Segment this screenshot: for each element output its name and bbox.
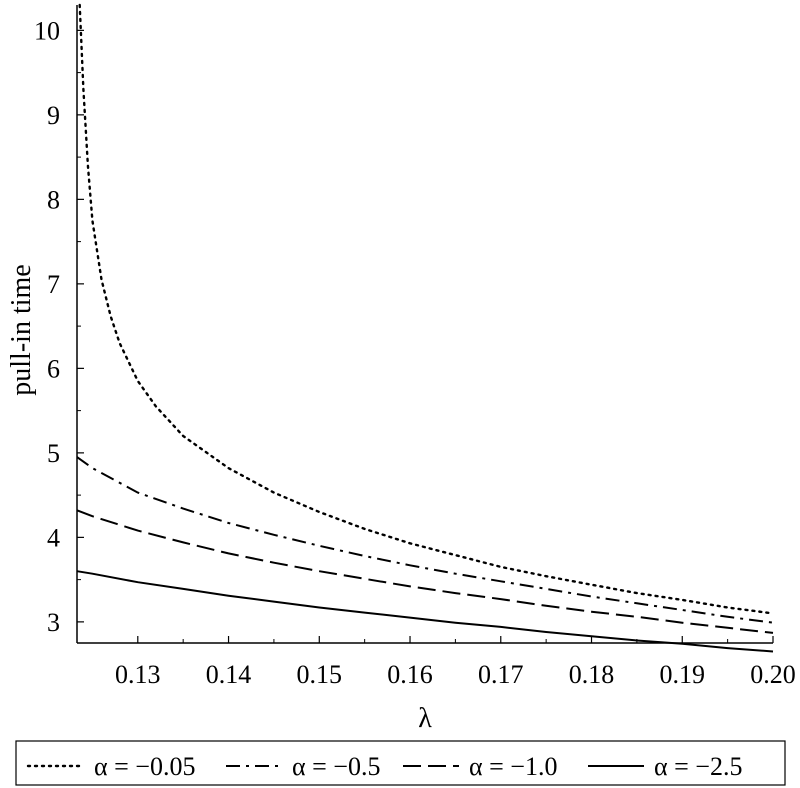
x-tick-label: 0.17 [478,660,524,689]
x-tick-label: 0.13 [115,660,161,689]
y-tick-label: 6 [47,354,60,383]
x-axis-ticks: 0.13 0.14 0.15 0.16 0.17 0.18 0.19 0.20 [115,636,796,689]
y-axis-ticks: 3 4 5 6 7 8 9 10 [34,16,84,637]
x-tick-label: 0.18 [569,660,615,689]
x-tick-label: 0.14 [206,660,252,689]
series-line-4 [76,570,774,653]
y-tick-label: 8 [47,185,60,214]
series-line-3 [76,509,774,634]
y-tick-label: 5 [47,439,60,468]
y-tick-label: 9 [47,101,60,130]
series-line-1 [78,3,775,615]
legend-label-1: α = −0.05 [94,752,195,781]
y-tick-label: 10 [34,16,60,45]
x-axis-title: λ [418,703,432,734]
legend: α = −0.05 α = −0.5 α = −1.0 α = −2.5 [15,740,786,786]
x-tick-label: 0.20 [750,660,796,689]
legend-label-3: α = −1.0 [469,752,557,781]
y-tick-label: 4 [47,523,60,552]
y-tick-label: 7 [47,270,60,299]
x-tick-label: 0.15 [297,660,343,689]
plot-curves [76,3,775,653]
x-tick-label: 0.16 [387,660,433,689]
y-tick-label: 3 [47,608,60,637]
legend-label-4: α = −2.5 [654,752,742,781]
series-line-2 [76,456,774,624]
y-axis-title: pull-in time [6,264,37,395]
legend-box [15,740,786,786]
legend-label-2: α = −0.5 [292,752,380,781]
plot-axes [76,5,773,644]
x-tick-label: 0.19 [660,660,706,689]
